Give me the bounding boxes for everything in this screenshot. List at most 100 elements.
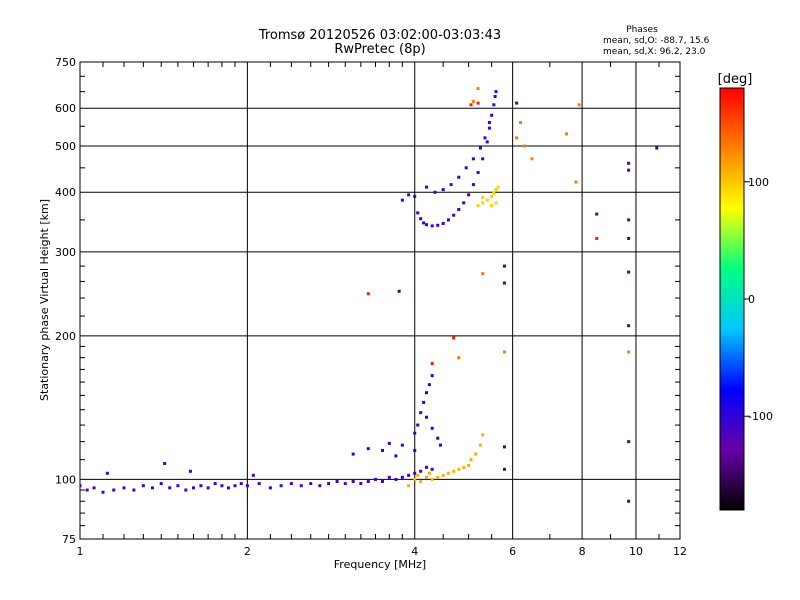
x-tick-label: 6 (509, 545, 516, 558)
data-point (425, 475, 429, 479)
phases-line-o: mean, sd,O: -88.7, 15.6 (603, 36, 710, 46)
data-point (239, 482, 243, 486)
data-point (595, 212, 599, 216)
data-point (419, 479, 423, 483)
data-point (515, 136, 519, 140)
data-point (627, 324, 631, 328)
data-point (462, 465, 466, 469)
data-point (199, 484, 203, 488)
data-point (627, 350, 631, 354)
data-point (430, 361, 434, 365)
colorbar-ticks: 100 0 -100 (744, 176, 773, 423)
data-point (168, 486, 172, 490)
colorbar-tick-label: 100 (748, 176, 769, 189)
data-point (496, 185, 500, 189)
data-point (490, 113, 494, 117)
data-point (476, 86, 480, 90)
data-point (595, 236, 599, 240)
data-point (481, 433, 485, 437)
data-point (85, 488, 89, 492)
y-tick-label: 500 (55, 140, 76, 153)
data-point (502, 445, 506, 449)
chart-subtitle: RwPretec (8p) (334, 42, 425, 57)
data-point (530, 157, 534, 161)
plot-frame (79, 61, 681, 540)
data-point (627, 168, 631, 172)
colorbar-tick-label: -100 (748, 410, 773, 423)
data-point (436, 475, 440, 479)
phases-title: Phases (626, 25, 658, 35)
x-tick-label: 8 (579, 545, 586, 558)
y-tick-label: 400 (55, 186, 76, 199)
data-point (441, 188, 445, 192)
data-point (289, 482, 293, 486)
data-point (478, 146, 482, 150)
data-point (416, 211, 420, 215)
data-point (427, 383, 431, 387)
data-point (132, 488, 136, 492)
colorbar-tick-label: 0 (748, 293, 755, 306)
y-tick-label: 100 (55, 473, 76, 486)
data-point (502, 264, 506, 268)
data-point (427, 471, 431, 475)
data-point (299, 484, 303, 488)
data-point (490, 194, 494, 198)
data-point (268, 486, 272, 490)
data-point (413, 194, 417, 198)
data-point (257, 482, 261, 486)
data-point (565, 132, 569, 136)
data-point (655, 146, 659, 150)
data-point (327, 482, 331, 486)
data-point (487, 121, 491, 125)
data-point (627, 236, 631, 240)
data-point (359, 482, 363, 486)
data-point (150, 486, 154, 490)
data-point (487, 126, 491, 130)
data-point (343, 482, 347, 486)
data-point (494, 201, 498, 205)
data-point (397, 289, 401, 293)
data-point (485, 140, 489, 144)
data-point (469, 458, 473, 462)
data-point (485, 198, 489, 202)
data-point (400, 198, 404, 202)
y-tick-label: 600 (55, 102, 76, 115)
data-point (464, 166, 468, 170)
data-point (438, 443, 442, 447)
data-point (380, 479, 384, 483)
data-point (188, 469, 192, 473)
data-points (80, 86, 659, 503)
x-axis-ticks: 1 2 4 6 8 10 12 (77, 62, 687, 558)
data-point (373, 477, 377, 481)
data-point (492, 191, 496, 195)
colorbar-label: [deg] (718, 72, 753, 87)
data-point (318, 484, 322, 488)
data-point (481, 272, 485, 276)
data-point (476, 204, 480, 208)
data-point (394, 454, 398, 458)
data-point (627, 499, 631, 503)
data-point (425, 223, 429, 227)
y-tick-label: 300 (55, 246, 76, 259)
data-point (105, 471, 109, 475)
data-point (191, 486, 195, 490)
y-axis-label: Stationary phase Virtual Height [km] (38, 199, 51, 401)
data-point (220, 484, 224, 488)
data-point (494, 90, 498, 94)
data-point (478, 443, 482, 447)
data-point (227, 486, 231, 490)
data-point (387, 441, 391, 445)
data-point (522, 144, 526, 148)
data-point (387, 475, 391, 479)
data-point (335, 479, 339, 483)
data-point (471, 183, 475, 187)
x-tick-label: 10 (629, 545, 643, 558)
data-point (206, 486, 210, 490)
x-tick-label: 12 (673, 545, 687, 558)
data-point (493, 94, 497, 98)
chart-title: Tromsø 20120526 03:02:00-03:03:43 (258, 28, 501, 43)
data-point (430, 224, 434, 228)
data-point (366, 479, 370, 483)
data-point (80, 484, 82, 488)
